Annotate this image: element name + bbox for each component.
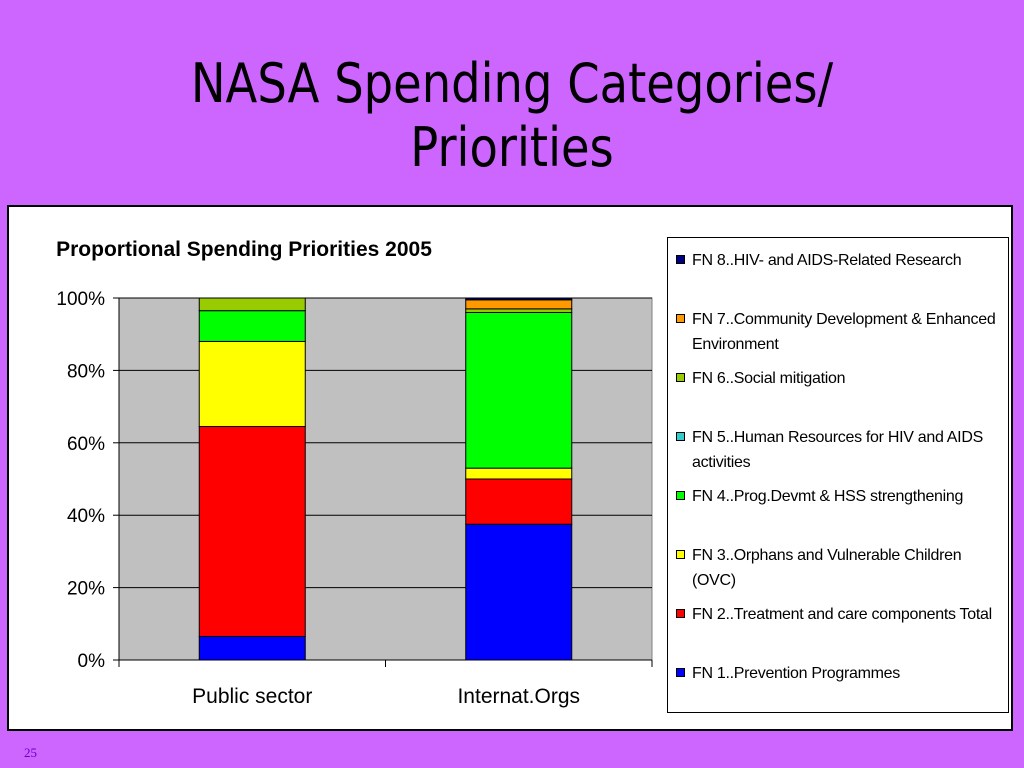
legend-item: FN 6..Social mitigation	[676, 366, 1006, 391]
bar-segment	[465, 467, 573, 480]
y-tick-label: 40%	[67, 506, 105, 527]
y-tick-label: 20%	[67, 579, 105, 600]
legend-swatch	[676, 550, 685, 559]
bar-segment	[465, 311, 573, 469]
y-tick-label: 60%	[67, 434, 105, 455]
legend-swatch	[676, 668, 685, 677]
legend-label: FN 4..Prog.Devmt & HSS strengthening	[692, 488, 964, 505]
bar-segment	[465, 297, 573, 301]
y-tick-label: 0%	[78, 651, 106, 672]
bar-segment	[465, 523, 573, 661]
page-number: 25	[24, 745, 37, 760]
legend-label: FN 8..HIV- and AIDS-Related Research	[692, 252, 962, 269]
y-tick-label: 100%	[56, 289, 105, 310]
x-tick-label: Public sector	[192, 685, 312, 708]
y-tick-label: 80%	[67, 361, 105, 382]
legend-label: FN 2..Treatment and care components Tota…	[692, 606, 992, 623]
legend-swatch	[676, 609, 685, 618]
bar-segment	[465, 308, 573, 313]
legend-item: FN 5..Human Resources for HIV and AIDS a…	[676, 425, 1006, 475]
legend-item: FN 2..Treatment and care components Tota…	[676, 602, 1006, 627]
legend-item: FN 1..Prevention Programmes	[676, 661, 1006, 686]
x-tick-label: Internat.Orgs	[457, 685, 580, 708]
stacked-bar-chart: Proportional Spending Priorities 2005 0%…	[56, 238, 653, 708]
bar-segment	[198, 310, 306, 342]
bar-segment	[198, 426, 306, 637]
bar-segment	[198, 340, 306, 428]
bar-segment	[465, 478, 573, 525]
legend-label: FN 7..Community Development & Enhanced E…	[692, 311, 996, 353]
legend-swatch	[676, 373, 685, 382]
legend-swatch	[676, 314, 685, 323]
legend-label: FN 1..Prevention Programmes	[692, 665, 900, 682]
legend-swatch	[676, 255, 685, 264]
bar-segment	[465, 299, 573, 310]
legend-label: FN 6..Social mitigation	[692, 370, 846, 387]
legend-item: FN 7..Community Development & Enhanced E…	[676, 307, 1006, 357]
slide-title: NASA Spending Categories/ Priorities	[72, 52, 953, 180]
legend-swatch	[676, 432, 685, 441]
legend-item: FN 8..HIV- and AIDS-Related Research	[676, 248, 1006, 273]
chart-frame: Proportional Spending Priorities 2005 0%…	[7, 205, 1013, 731]
legend-item: FN 3..Orphans and Vulnerable Children (O…	[676, 543, 1006, 593]
slide-title-line-2: Priorities	[410, 116, 614, 179]
chart-title: Proportional Spending Priorities 2005	[56, 238, 432, 261]
legend-label: FN 3..Orphans and Vulnerable Children (O…	[692, 547, 962, 589]
plot-area: 0% 20% 40% 60% 80% 100% Public sector Internat.…	[56, 289, 653, 708]
legend-item: FN 4..Prog.Devmt & HSS strengthening	[676, 484, 1006, 509]
chart-legend: FN 8..HIV- and AIDS-Related Research FN 7…	[667, 237, 1009, 713]
bar-segment	[198, 297, 306, 312]
slide-title-line-1: NASA Spending Categories/	[190, 52, 834, 115]
legend-swatch	[676, 491, 685, 500]
legend-label: FN 5..Human Resources for HIV and AIDS a…	[692, 429, 983, 471]
bar-segment	[198, 635, 306, 661]
